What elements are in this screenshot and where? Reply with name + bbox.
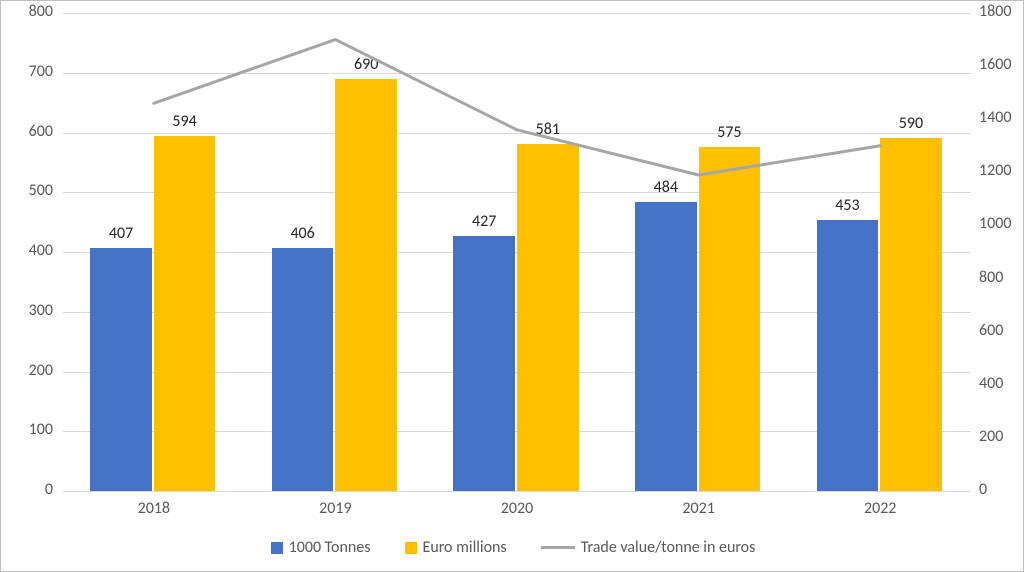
y-axis-left-tick: 300 — [29, 303, 53, 319]
legend-item: Euro millions — [405, 538, 507, 557]
legend-swatch — [405, 542, 417, 554]
x-axis-category: 2018 — [63, 499, 245, 518]
legend-line-icon — [541, 546, 575, 549]
y-axis-left-tick: 500 — [29, 183, 53, 199]
legend: 1000 Tonnes Euro millions Trade value/tonn… — [1, 538, 1024, 557]
gridline — [63, 491, 971, 492]
x-axis-category: 2022 — [789, 499, 971, 518]
y-axis-right-tick: 1400 — [979, 110, 1011, 126]
legend-swatch — [271, 542, 283, 554]
x-axis-category: 2021 — [608, 499, 790, 518]
y-axis-left-tick: 100 — [29, 422, 53, 438]
y-axis-right-tick: 400 — [979, 376, 1003, 392]
chart-frame: 407594406690427581484575453590 1000 Tonn… — [0, 0, 1024, 572]
line-series-svg — [63, 13, 971, 491]
legend-item: 1000 Tonnes — [271, 538, 371, 557]
y-axis-right-tick: 1800 — [979, 4, 1011, 20]
trade-value-line — [154, 40, 880, 175]
y-axis-left-tick: 0 — [45, 482, 53, 498]
y-axis-right-tick: 800 — [979, 270, 1003, 286]
legend-label: Trade value/tonne in euros — [581, 538, 756, 557]
legend-label: 1000 Tonnes — [289, 538, 371, 557]
x-axis-category: 2019 — [245, 499, 427, 518]
y-axis-right-tick: 600 — [979, 323, 1003, 339]
legend-item: Trade value/tonne in euros — [541, 538, 756, 557]
y-axis-right-tick: 1600 — [979, 57, 1011, 73]
x-axis-category: 2020 — [426, 499, 608, 518]
y-axis-left-tick: 400 — [29, 243, 53, 259]
y-axis-left-tick: 600 — [29, 124, 53, 140]
y-axis-right-tick: 0 — [979, 482, 987, 498]
y-axis-right-tick: 200 — [979, 429, 1003, 445]
y-axis-left-tick: 700 — [29, 64, 53, 80]
y-axis-right-tick: 1000 — [979, 216, 1011, 232]
y-axis-left-tick: 200 — [29, 363, 53, 379]
legend-label: Euro millions — [423, 538, 507, 557]
y-axis-right-tick: 1200 — [979, 163, 1011, 179]
y-axis-left-tick: 800 — [29, 4, 53, 20]
